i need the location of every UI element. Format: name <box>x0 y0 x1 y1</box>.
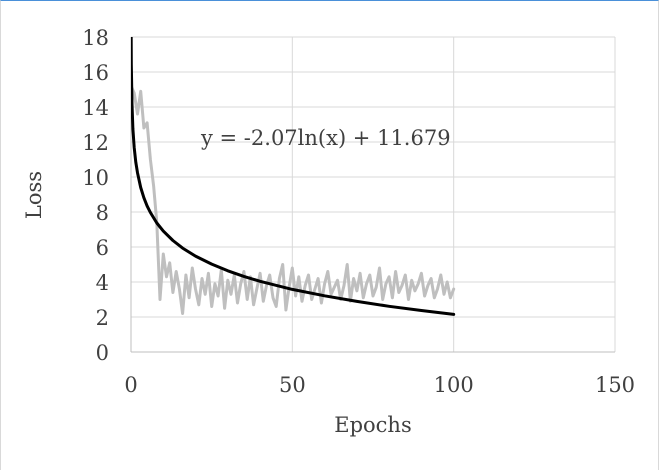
y-tick-label: 18 <box>82 26 109 50</box>
series-group <box>131 37 456 316</box>
x-tick-labels: 0 50 100 150 <box>124 373 635 397</box>
y-tick-labels: 0 2 4 6 8 10 12 14 16 18 <box>82 26 109 365</box>
y-tick-label: 6 <box>96 236 109 260</box>
y-tick-label: 4 <box>96 271 109 295</box>
y-tick-label: 8 <box>96 201 109 225</box>
y-tick-label: 14 <box>82 96 109 120</box>
y-axis-label: Loss <box>22 171 46 219</box>
gridlines <box>131 36 616 352</box>
x-tick-label: 50 <box>279 373 306 397</box>
trendline-series <box>131 37 456 316</box>
x-tick-label: 0 <box>124 373 137 397</box>
trendline-equation: y = -2.07ln(x) + 11.679 <box>200 126 451 150</box>
y-tick-label: 0 <box>96 341 109 365</box>
y-tick-label: 10 <box>82 166 109 190</box>
y-tick-label: 16 <box>82 61 109 85</box>
y-tick-label: 2 <box>96 306 109 330</box>
x-axis-label: Epochs <box>334 413 411 437</box>
y-tick-label: 12 <box>82 131 109 155</box>
loss-series <box>131 84 456 315</box>
x-tick-label: 100 <box>434 373 474 397</box>
x-tick-label: 150 <box>595 373 635 397</box>
